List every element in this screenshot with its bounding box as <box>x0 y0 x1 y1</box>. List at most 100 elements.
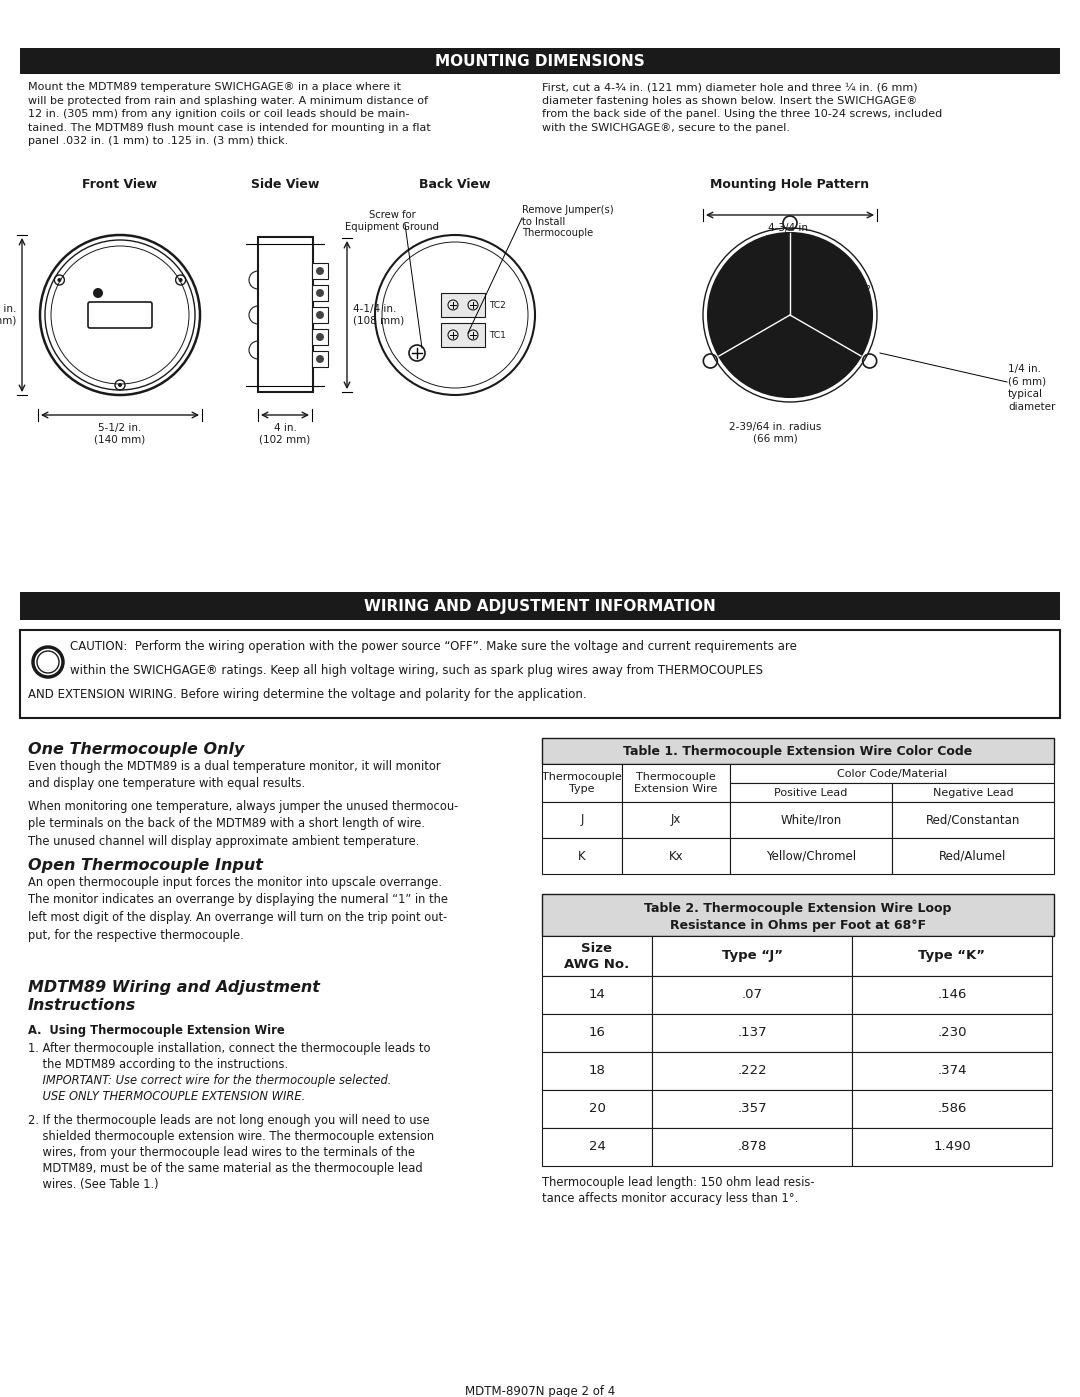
Bar <box>542 738 1054 764</box>
Text: Thermocouple
Type: Thermocouple Type <box>542 771 622 795</box>
Text: K: K <box>578 849 585 862</box>
Bar <box>441 293 485 317</box>
Bar <box>542 1014 652 1052</box>
Text: TC1: TC1 <box>489 331 505 339</box>
Text: Type “J”: Type “J” <box>721 950 783 963</box>
Bar <box>312 285 328 300</box>
Bar <box>892 802 1054 838</box>
Bar <box>652 936 852 977</box>
Bar <box>730 782 892 802</box>
Text: Screw for
Equipment Ground: Screw for Equipment Ground <box>345 210 438 232</box>
Text: .586: .586 <box>937 1102 967 1115</box>
Bar <box>852 936 1052 977</box>
Text: .230: .230 <box>937 1027 967 1039</box>
Text: Open Thermocouple Input: Open Thermocouple Input <box>28 858 262 873</box>
Bar <box>542 838 622 875</box>
Bar <box>652 1052 852 1090</box>
Text: Remove Jumper(s)
to Install
Thermocouple: Remove Jumper(s) to Install Thermocouple <box>522 205 613 239</box>
Text: tance affects monitor accuracy less than 1°.: tance affects monitor accuracy less than… <box>542 1192 798 1206</box>
Text: IMPORTANT: Use correct wire for the thermocouple selected.: IMPORTANT: Use correct wire for the ther… <box>28 1074 391 1087</box>
Circle shape <box>57 278 62 282</box>
Bar <box>852 1052 1052 1090</box>
Text: When monitoring one temperature, always jumper the unused thermocou-
ple termina: When monitoring one temperature, always … <box>28 800 458 848</box>
Bar <box>542 894 1054 936</box>
Text: MDTM89, must be of the same material as the thermocouple lead: MDTM89, must be of the same material as … <box>28 1162 422 1175</box>
Text: wires. (See Table 1.): wires. (See Table 1.) <box>28 1178 159 1192</box>
Bar <box>542 1127 652 1166</box>
Text: WIRING AND ADJUSTMENT INFORMATION: WIRING AND ADJUSTMENT INFORMATION <box>364 598 716 613</box>
Text: .357: .357 <box>738 1102 767 1115</box>
Text: 4-3/4 in.
(121 mm): 4-3/4 in. (121 mm) <box>0 305 16 326</box>
Text: Instructions: Instructions <box>28 997 136 1013</box>
Text: 1/4 in.
(6 mm)
typical
diameter: 1/4 in. (6 mm) typical diameter <box>1008 365 1055 412</box>
Bar <box>21 630 1059 718</box>
Text: 20: 20 <box>589 1102 606 1115</box>
Text: A.  Using Thermocouple Extension Wire: A. Using Thermocouple Extension Wire <box>28 1024 285 1037</box>
Bar <box>652 1127 852 1166</box>
Text: 2-39/64 in. radius
(66 mm): 2-39/64 in. radius (66 mm) <box>729 422 821 444</box>
Text: Back View: Back View <box>419 177 490 191</box>
Text: Mount the MDTM89 temperature SWICHGAGE® in a place where it
will be protected fr: Mount the MDTM89 temperature SWICHGAGE® … <box>28 82 431 147</box>
Bar <box>542 936 652 977</box>
Text: 1. After thermocouple installation, connect the thermocouple leads to: 1. After thermocouple installation, conn… <box>28 1042 431 1055</box>
Text: .222: .222 <box>738 1065 767 1077</box>
Bar <box>730 764 1054 782</box>
Bar <box>852 1127 1052 1166</box>
Text: J: J <box>580 813 583 827</box>
Text: .137: .137 <box>738 1027 767 1039</box>
Bar <box>542 1052 652 1090</box>
Text: Size
AWG No.: Size AWG No. <box>565 942 630 971</box>
Bar <box>622 764 730 802</box>
Text: Thermocouple lead length: 150 ohm lead resis-: Thermocouple lead length: 150 ohm lead r… <box>542 1176 814 1189</box>
Text: 16: 16 <box>589 1027 606 1039</box>
Circle shape <box>316 312 324 319</box>
Text: 4-3/4 in.
(121 mm): 4-3/4 in. (121 mm) <box>765 224 815 244</box>
Circle shape <box>316 332 324 341</box>
Text: Positive Lead: Positive Lead <box>774 788 848 798</box>
Text: CAUTION:  Perform the wiring operation with the power source “OFF”. Make sure th: CAUTION: Perform the wiring operation wi… <box>70 640 797 652</box>
Bar <box>852 977 1052 1014</box>
Bar <box>542 977 652 1014</box>
Text: within the SWICHGAGE® ratings. Keep all high voltage wiring, such as spark plug : within the SWICHGAGE® ratings. Keep all … <box>70 664 762 678</box>
Text: .07: .07 <box>742 989 762 1002</box>
Text: Resistance in Ohms per Foot at 68°F: Resistance in Ohms per Foot at 68°F <box>670 919 926 932</box>
Text: Red/Alumel: Red/Alumel <box>940 849 1007 862</box>
Bar <box>730 838 892 875</box>
Text: MDTM-8907N page 2 of 4: MDTM-8907N page 2 of 4 <box>464 1384 616 1397</box>
Bar <box>441 323 485 346</box>
Text: Mounting Hole Pattern: Mounting Hole Pattern <box>711 177 869 191</box>
Text: Negative Lead: Negative Lead <box>933 788 1013 798</box>
Bar <box>652 977 852 1014</box>
Bar <box>852 1014 1052 1052</box>
Text: 2. If the thermocouple leads are not long enough you will need to use: 2. If the thermocouple leads are not lon… <box>28 1113 430 1127</box>
Text: 120°: 120° <box>843 284 873 296</box>
Text: Type “K”: Type “K” <box>918 950 986 963</box>
Text: .146: .146 <box>937 989 967 1002</box>
Text: Kx: Kx <box>669 849 684 862</box>
FancyBboxPatch shape <box>87 302 152 328</box>
Bar <box>21 47 1059 74</box>
Bar <box>892 838 1054 875</box>
Circle shape <box>93 288 103 298</box>
Text: 5-1/2 in.
(140 mm): 5-1/2 in. (140 mm) <box>94 423 146 444</box>
Text: One Thermocouple Only: One Thermocouple Only <box>28 742 244 757</box>
Text: USE ONLY THERMOCOUPLE EXTENSION WIRE.: USE ONLY THERMOCOUPLE EXTENSION WIRE. <box>28 1090 306 1104</box>
Bar <box>622 802 730 838</box>
Text: White/Iron: White/Iron <box>781 813 841 827</box>
Text: Color Code/Material: Color Code/Material <box>837 768 947 778</box>
Text: Front View: Front View <box>82 177 158 191</box>
Text: Red/Constantan: Red/Constantan <box>926 813 1021 827</box>
Text: 120°: 120° <box>714 296 742 310</box>
Text: An open thermocouple input forces the monitor into upscale overrange.
The monito: An open thermocouple input forces the mo… <box>28 876 448 942</box>
Text: MDTM89 Wiring and Adjustment: MDTM89 Wiring and Adjustment <box>28 981 320 995</box>
Text: wires, from your thermocouple lead wires to the terminals of the: wires, from your thermocouple lead wires… <box>28 1146 415 1160</box>
Text: Side View: Side View <box>251 177 320 191</box>
Bar <box>892 782 1054 802</box>
Bar <box>312 307 328 323</box>
Text: 18: 18 <box>589 1065 606 1077</box>
Text: MOUNTING DIMENSIONS: MOUNTING DIMENSIONS <box>435 53 645 68</box>
Bar <box>312 351 328 367</box>
Text: .374: .374 <box>937 1065 967 1077</box>
Text: AND EXTENSION WIRING. Before wiring determine the voltage and polarity for the a: AND EXTENSION WIRING. Before wiring dete… <box>28 687 586 701</box>
Bar <box>622 838 730 875</box>
